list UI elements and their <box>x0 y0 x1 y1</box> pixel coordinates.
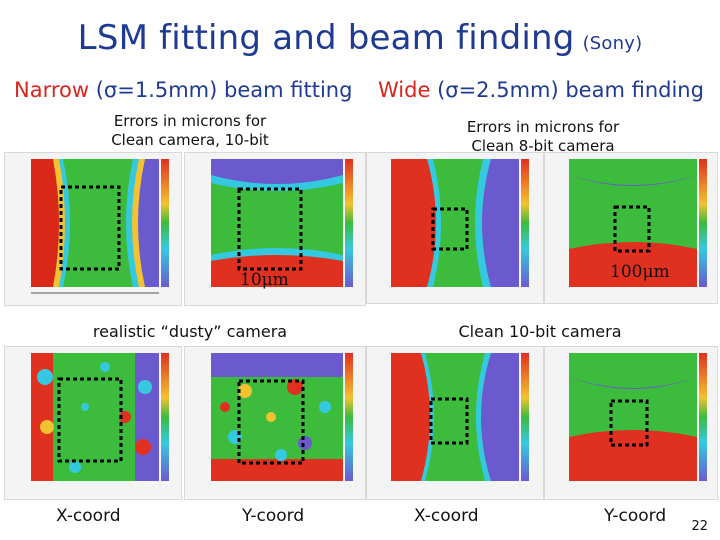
axis-label-y-1: Y-coord <box>242 506 305 526</box>
heatmap-narrow-y-clean10 <box>184 152 366 306</box>
caption-line: Errors in microns for <box>466 118 620 136</box>
caption-bottom-right: Clean 10-bit camera <box>458 322 622 341</box>
heatmap-dusty-x <box>4 346 182 500</box>
scale-label-100um: 100μm <box>610 262 670 282</box>
title-vendor: (Sony) <box>582 33 643 54</box>
heatmap-wide-y-clean10 <box>544 346 718 500</box>
caption-line: Clean camera, 10-bit <box>111 131 269 149</box>
heatmap-narrow-x-clean10 <box>4 152 182 306</box>
axis-label-x-2: X-coord <box>414 506 479 526</box>
title-main: LSM fitting and beam finding <box>77 18 575 58</box>
heatmap-wide-x-clean10 <box>366 346 544 500</box>
caption-top-left: Errors in microns for Clean camera, 10-b… <box>70 112 310 150</box>
wide-detail: (σ=2.5mm) beam finding <box>437 78 704 102</box>
caption-line: Errors in microns for <box>113 112 267 130</box>
heatmap-wide-x-clean8 <box>366 152 544 304</box>
wide-label: Wide <box>378 78 431 102</box>
narrow-detail: (σ=1.5mm) beam fitting <box>95 78 353 102</box>
caption-top-right: Errors in microns for Clean 8-bit camera <box>418 118 668 156</box>
narrow-label: Narrow <box>14 78 90 102</box>
heatmap-dusty-y <box>184 346 366 500</box>
axis-label-x-1: X-coord <box>56 506 121 526</box>
caption-bottom-left: realistic “dusty” camera <box>92 322 288 341</box>
slide-title: LSM fitting and beam finding (Sony) <box>0 18 720 58</box>
heatmap-wide-y-clean8 <box>544 152 718 304</box>
caption-line: Clean 8-bit camera <box>471 137 615 155</box>
axis-label-y-2: Y-coord <box>604 506 667 526</box>
scale-label-10um: 10μm <box>240 270 289 290</box>
wide-beam-header: Wide (σ=2.5mm) beam finding <box>378 78 704 102</box>
page-number: 22 <box>691 519 708 534</box>
narrow-beam-header: Narrow (σ=1.5mm) beam fitting <box>14 78 352 102</box>
